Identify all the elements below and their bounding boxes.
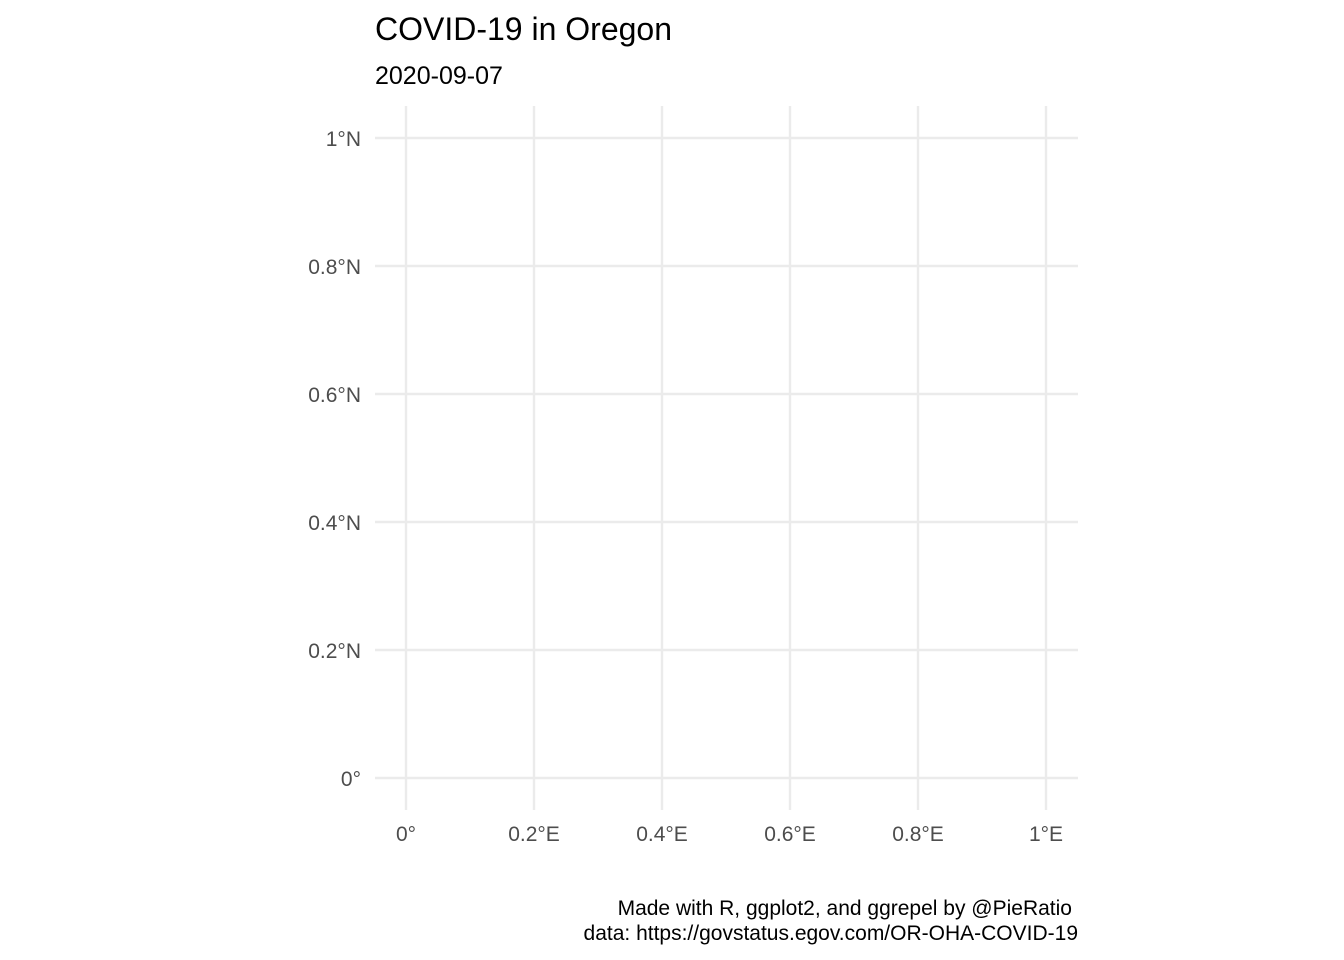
x-axis: 0° 0.2°E 0.4°E 0.6°E 0.8°E 1°E xyxy=(396,823,1063,846)
chart-subtitle: 2020-09-07 xyxy=(375,62,503,90)
caption-line-1: Made with R, ggplot2, and ggrepel by @Pi… xyxy=(618,897,1072,920)
y-tick-label: 0.6°N xyxy=(308,384,361,407)
y-axis: 0° 0.2°N 0.4°N 0.6°N 0.8°N 1°N xyxy=(308,128,361,791)
x-tick-label: 0.8°E xyxy=(892,823,944,846)
x-tick-label: 0.4°E xyxy=(636,823,688,846)
y-tick-label: 0° xyxy=(341,768,361,791)
chart-title: COVID-19 in Oregon xyxy=(375,11,672,47)
x-tick-label: 0° xyxy=(396,823,416,846)
caption-line-2: data: https://govstatus.egov.com/OR-OHA-… xyxy=(584,922,1078,945)
x-tick-label: 0.2°E xyxy=(508,823,560,846)
x-tick-label: 0.6°E xyxy=(764,823,816,846)
y-tick-label: 0.2°N xyxy=(308,640,361,663)
x-tick-label: 1°E xyxy=(1029,823,1063,846)
y-tick-label: 1°N xyxy=(326,128,361,151)
y-tick-label: 0.4°N xyxy=(308,512,361,535)
y-tick-label: 0.8°N xyxy=(308,256,361,279)
grid-lines xyxy=(375,106,1078,810)
